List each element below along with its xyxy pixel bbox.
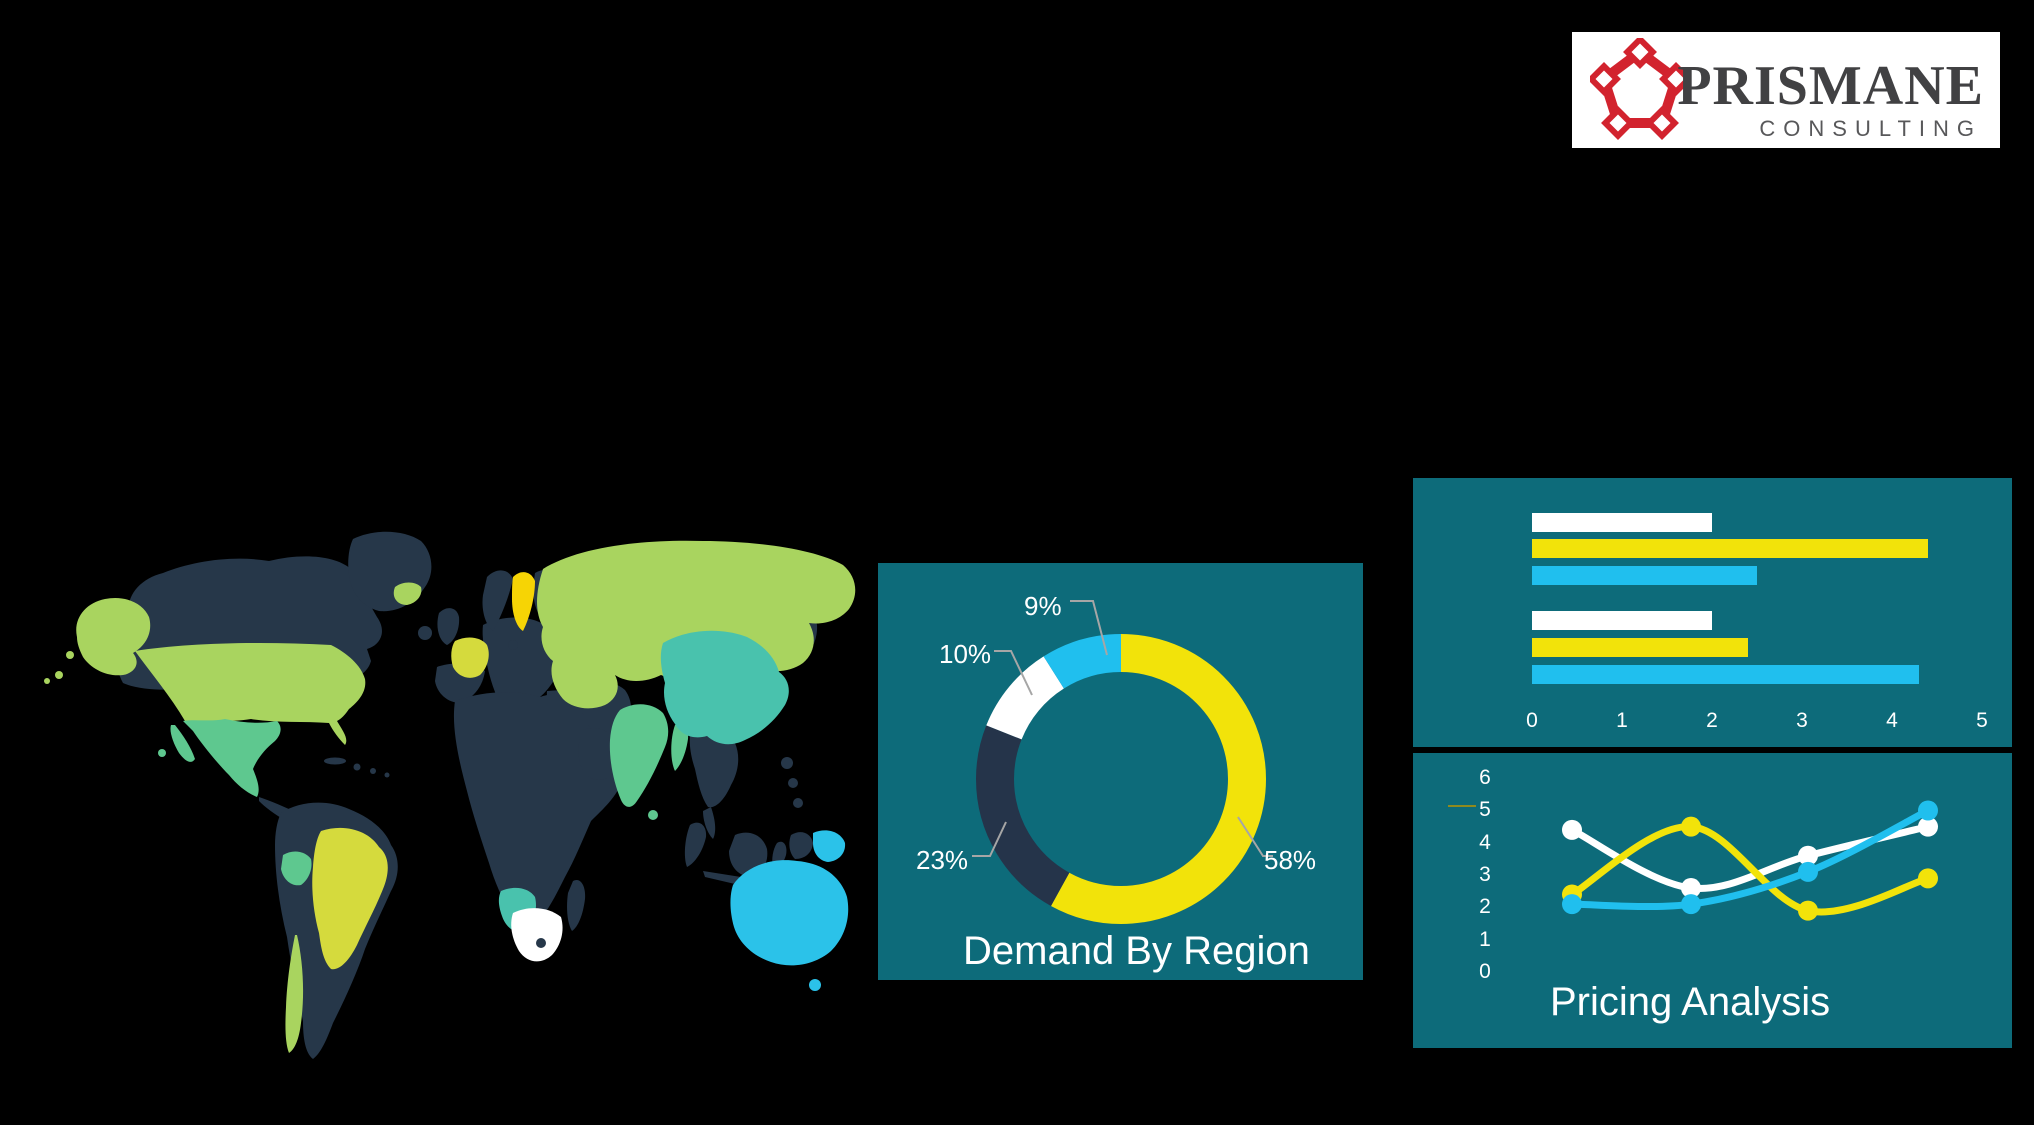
map-uk: [437, 608, 460, 645]
map-usa: [135, 643, 366, 745]
map-java: [703, 871, 743, 885]
bar-x-tick-1: 1: [1616, 709, 1628, 732]
bar-group-2-cyan: [1532, 665, 1919, 684]
prismane-logo: PRISMANE CONSULTING: [1572, 32, 2000, 148]
logo-brand-text: PRISMANE: [1677, 55, 1984, 117]
logo-subtitle-text: CONSULTING: [1759, 116, 1982, 141]
map-sumatra: [684, 822, 707, 867]
line-y-tick-6: 6: [1479, 766, 1491, 789]
bar-x-tick-2: 2: [1706, 709, 1718, 732]
line-series-yellow: [1568, 823, 1932, 916]
line-y-tick-4: 4: [1479, 830, 1491, 854]
bar-group-2-yellow: [1532, 638, 1748, 657]
donut-leader-lines: [972, 600, 1273, 857]
map-indochina: [689, 730, 739, 808]
line-point-yellow-3: [1918, 868, 1938, 889]
line-y-tick-1: 1: [1479, 927, 1491, 951]
line-point-yellow-2: [1798, 900, 1818, 921]
map-lesotho: [536, 938, 546, 948]
map-tasmania: [809, 979, 821, 991]
map-mexico: [183, 719, 281, 797]
donut-segment-9%: [976, 634, 1266, 924]
map-iceland: [393, 582, 422, 605]
donut-label-10: 10%: [939, 639, 992, 669]
line-y-tick-0: 0: [1479, 959, 1491, 983]
map-chile: [285, 935, 304, 1053]
line-point-cyan-0: [1562, 894, 1582, 915]
bar-x-tick-5: 5: [1976, 709, 1988, 732]
map-sweden: [512, 572, 535, 631]
line-point-white-3: [1918, 816, 1938, 837]
map-india: [609, 704, 669, 807]
map-sri-lanka: [648, 810, 658, 820]
line-y-tick-2: 2: [1479, 895, 1491, 919]
bar-x-tick-0: 0: [1526, 709, 1538, 732]
bar-chart-panel: 0 1 2 3 4 5: [1413, 478, 2012, 747]
line-point-white-2: [1798, 845, 1818, 866]
pricing-analysis-panel: 6 5 4 3 2 1 0 Pricing Analysis: [1413, 753, 2012, 1048]
bar-group-1-yellow: [1532, 539, 1928, 558]
donut-label-23: 23%: [916, 845, 969, 875]
map-ireland: [418, 626, 432, 640]
map-baja: [170, 725, 195, 762]
prismane-mark-icon: [1590, 38, 1690, 140]
map-myanmar: [671, 723, 689, 771]
map-new-guinea: [813, 830, 846, 862]
map-france: [451, 637, 489, 678]
line-y-tick-3: 3: [1479, 862, 1491, 886]
donut-chart-title: Demand By Region: [963, 929, 1310, 973]
line-y-tick-5: 5: [1479, 798, 1491, 822]
map-brazil: [312, 827, 388, 970]
map-australia: [730, 860, 849, 966]
donut-chart: [976, 634, 1266, 924]
bar-group-1-white: [1532, 513, 1712, 532]
line-chart-title: Pricing Analysis: [1550, 980, 1831, 1024]
bar-x-tick-3: 3: [1796, 709, 1808, 732]
world-demand-map: [44, 531, 856, 1059]
bar-group-1-cyan: [1532, 566, 1757, 585]
map-peru: [281, 851, 312, 886]
line-series-cyan: [1568, 807, 1932, 911]
map-alaska: [76, 597, 151, 676]
map-south-africa: [511, 908, 563, 962]
line-point-cyan-2: [1798, 861, 1818, 882]
line-point-yellow-1: [1681, 816, 1701, 837]
map-west-papua: [789, 832, 813, 859]
bar-x-tick-4: 4: [1886, 709, 1898, 732]
line-point-white-0: [1562, 819, 1582, 840]
map-china: [660, 630, 789, 745]
donut-label-9: 9%: [1024, 591, 1062, 621]
line-point-cyan-3: [1918, 800, 1938, 821]
map-arabia: [578, 728, 620, 780]
map-norway: [482, 570, 513, 631]
line-point-cyan-1: [1681, 894, 1701, 915]
demand-by-region-panel: 9% 10% 23% 58% Demand By Region: [878, 563, 1363, 980]
map-greenland: [348, 531, 432, 612]
donut-segment-23%: [976, 634, 1266, 924]
bar-group-2-white: [1532, 611, 1712, 630]
axis-tick-mark: [1448, 805, 1476, 807]
line-chart: [1562, 800, 1938, 921]
donut-label-58: 58%: [1264, 845, 1317, 875]
map-uae: [614, 758, 624, 768]
line-point-white-1: [1681, 878, 1701, 899]
map-madagascar: [567, 879, 586, 931]
